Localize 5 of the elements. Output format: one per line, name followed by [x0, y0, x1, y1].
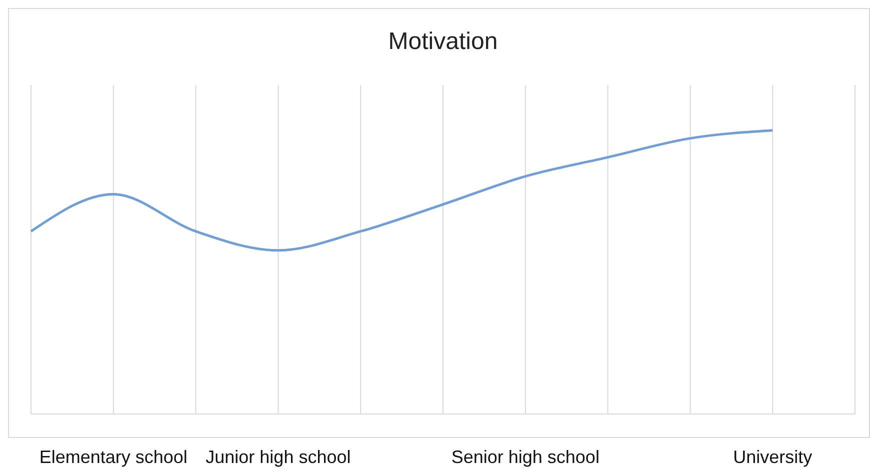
chart-title: Motivation: [387, 28, 499, 56]
x-tick-label: Senior high school: [451, 446, 600, 467]
x-tick-label: Elementary school: [39, 446, 188, 467]
x-tick-label: Junior high school: [206, 446, 351, 467]
x-tick-label: University: [733, 446, 812, 467]
